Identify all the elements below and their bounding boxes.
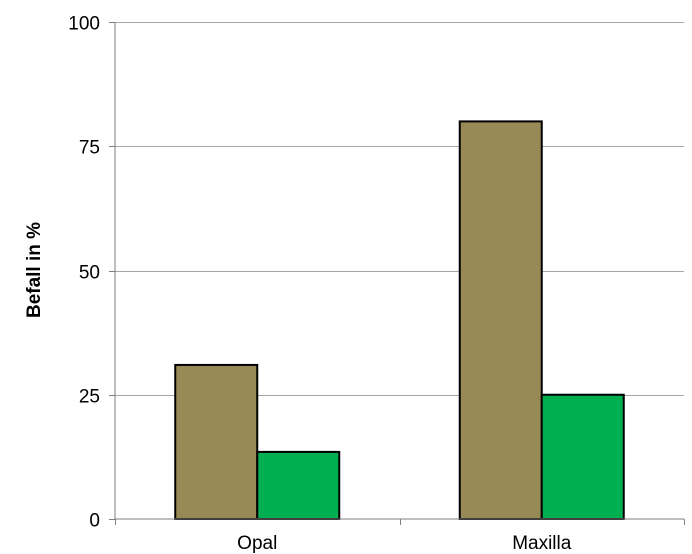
bar-maxilla-series-1 bbox=[458, 120, 543, 521]
y-tick-label: 50 bbox=[79, 263, 100, 284]
bar-opal-series-1 bbox=[174, 363, 259, 520]
y-axis-title: Befall in % bbox=[24, 222, 45, 318]
y-tick-label: 25 bbox=[79, 387, 100, 408]
bar-opal-series-2 bbox=[256, 450, 341, 520]
axes bbox=[114, 22, 684, 520]
bar-maxilla-series-2 bbox=[540, 393, 625, 520]
y-tick-label: 100 bbox=[68, 14, 100, 35]
y-tick-labels: 0 25 50 75 100 bbox=[68, 14, 100, 532]
y-tick-label: 0 bbox=[89, 511, 100, 532]
x-tick-label: Opal bbox=[237, 533, 277, 554]
y-tick-label: 75 bbox=[79, 138, 100, 159]
x-tick-labels: Opal Maxilla bbox=[237, 533, 572, 554]
x-tick-label: Maxilla bbox=[512, 533, 572, 554]
bars bbox=[174, 120, 625, 521]
